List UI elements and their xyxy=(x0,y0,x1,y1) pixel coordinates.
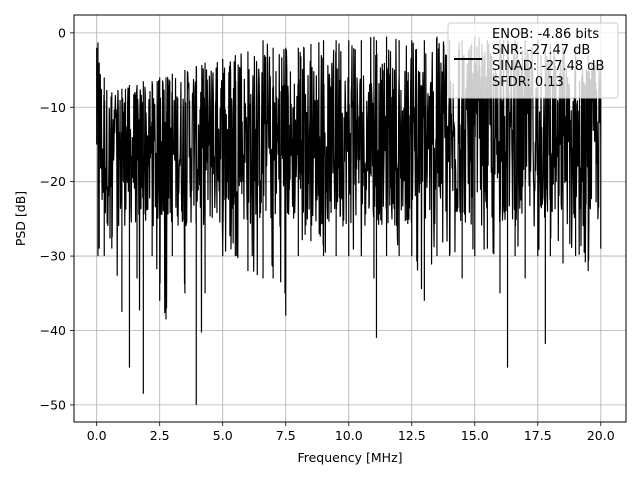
y-tick-label: −10 xyxy=(40,100,66,115)
y-tick-label: −50 xyxy=(40,397,66,412)
x-tick-label: 12.5 xyxy=(398,428,426,443)
plot-frame xyxy=(73,14,627,423)
psd-trace xyxy=(96,36,602,405)
x-tick-label: 15.0 xyxy=(461,428,489,443)
x-tick-label: 20.0 xyxy=(587,428,615,443)
x-tick-label: 2.5 xyxy=(150,428,170,443)
y-tick-label: −40 xyxy=(40,323,66,338)
legend-entry-enob: ENOB: -4.86 bits xyxy=(492,27,599,42)
legend-entry-sinad: SINAD: -27.48 dB xyxy=(492,59,604,74)
y-tick-label: −20 xyxy=(40,174,66,189)
x-tick-label: 5.0 xyxy=(213,428,233,443)
legend-box xyxy=(447,22,619,99)
psd-line xyxy=(96,36,602,405)
y-tick-label: 0 xyxy=(58,25,66,40)
x-tick-label: 0.0 xyxy=(87,428,107,443)
x-tick-label: 17.5 xyxy=(524,428,552,443)
y-tick-label: −30 xyxy=(40,249,66,264)
x-tick-label: 10.0 xyxy=(335,428,363,443)
x-tick-label: 7.5 xyxy=(276,428,296,443)
x-axis-ticks: 0.0 2.5 5.0 7.5 10.0 12.5 15.0 17.5 20.0 xyxy=(87,422,615,443)
x-axis-label: Frequency [MHz] xyxy=(297,450,402,465)
legend-entry-sfdr: SFDR: 0.13 xyxy=(492,75,564,90)
y-axis-label: PSD [dB] xyxy=(13,191,28,246)
y-axis-ticks: 0 −10 −20 −30 −40 −50 xyxy=(40,25,74,412)
legend-entry-snr: SNR: -27.47 dB xyxy=(492,43,590,58)
legend: ENOB: -4.86 bits SNR: -27.47 dB SINAD: -… xyxy=(447,22,619,99)
